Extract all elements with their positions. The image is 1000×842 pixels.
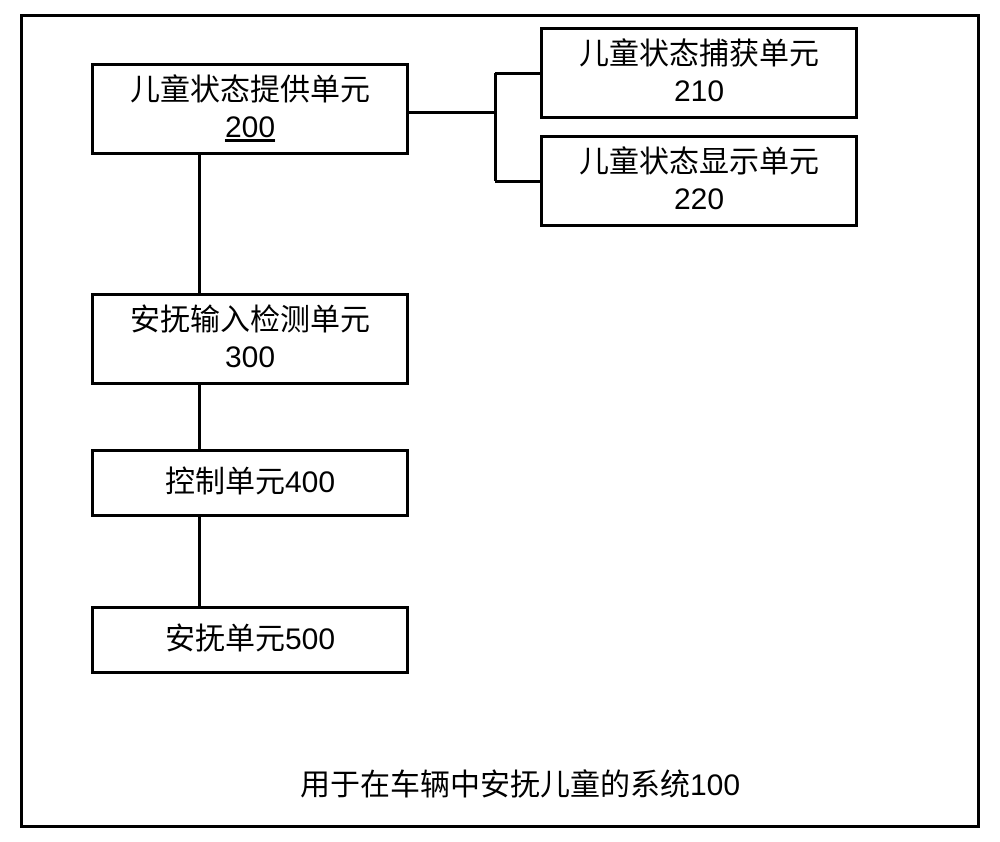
node-child-state-capture-210: 儿童状态捕获单元 210 <box>540 27 858 119</box>
caption-text: 用于在车辆中安抚儿童的系统100 <box>300 769 740 802</box>
node-label: 安抚单元500 <box>165 621 335 659</box>
node-label: 儿童状态显示单元 <box>579 144 819 182</box>
node-comfort-unit-500: 安抚单元500 <box>91 606 409 674</box>
node-label: 儿童状态提供单元 <box>130 72 370 110</box>
connector-fork-to-220 <box>495 180 540 183</box>
system-caption: 用于在车辆中安抚儿童的系统100 <box>300 760 740 804</box>
node-number: 300 <box>225 339 275 377</box>
connector-200-fork-h <box>409 111 495 114</box>
node-child-state-display-220: 儿童状态显示单元 220 <box>540 135 858 227</box>
node-label: 控制单元400 <box>165 464 335 502</box>
connector-400-500 <box>198 517 201 606</box>
node-comfort-input-detect-300: 安抚输入检测单元 300 <box>91 293 409 385</box>
node-number: 220 <box>674 181 724 219</box>
node-control-unit-400: 控制单元400 <box>91 449 409 517</box>
connector-200-300 <box>198 155 201 293</box>
connector-300-400 <box>198 385 201 449</box>
connector-fork-to-210 <box>495 72 540 75</box>
node-label: 儿童状态捕获单元 <box>579 36 819 74</box>
node-child-state-provider-200: 儿童状态提供单元 200 <box>91 63 409 155</box>
node-number: 210 <box>674 73 724 111</box>
node-label: 安抚输入检测单元 <box>130 302 370 340</box>
diagram-canvas: 儿童状态提供单元 200 儿童状态捕获单元 210 儿童状态显示单元 220 安… <box>0 0 1000 842</box>
node-number: 200 <box>225 109 275 147</box>
connector-fork-vertical <box>494 73 497 181</box>
